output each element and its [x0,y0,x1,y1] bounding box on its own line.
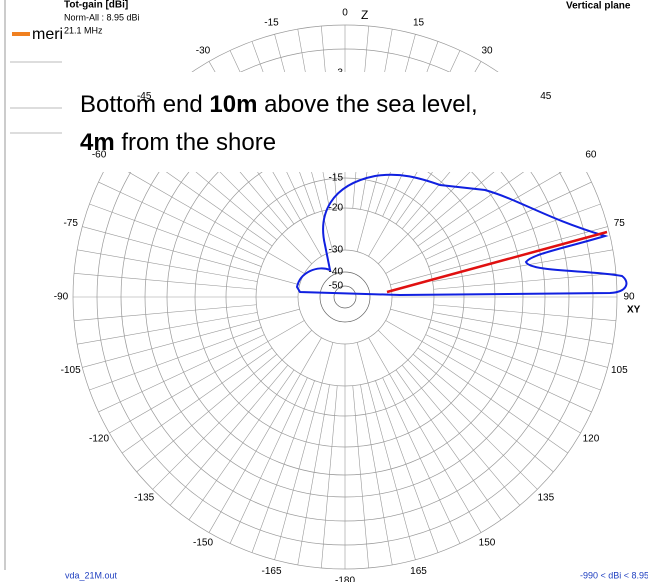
grid-spoke [74,304,257,322]
grid-spoke [375,380,439,553]
header-freq: 21.1 MHz [64,25,103,35]
angle-label: 120 [583,434,600,445]
grid-spoke [428,203,601,267]
angle-label: 45 [540,91,552,102]
ring-label: -20 [329,203,344,214]
grid-spoke [82,226,300,286]
grid-spoke [274,342,334,560]
grid-spoke [425,181,592,260]
axis-label-z: Z [361,8,368,22]
grid-spoke [412,353,554,473]
grid-spoke [89,327,262,391]
angle-label: -15 [264,17,279,28]
angle-label: 30 [481,46,493,57]
grid-spoke [378,330,538,490]
angle-label: 150 [479,538,496,549]
ring-label: -15 [329,173,344,184]
grid-spoke [368,337,482,533]
angle-label: -165 [261,566,281,577]
grid-spoke [390,308,608,368]
grid-spoke [122,347,273,454]
header-norm: Norm-All : 8.95 dBi [64,12,140,22]
grid-spoke [417,347,568,454]
angle-label: -120 [89,434,109,445]
grid-spoke [395,369,502,520]
plane-label: Vertical plane [566,1,631,12]
grid-spoke [74,272,257,290]
angle-label: 60 [585,150,597,161]
angle-label: -180 [335,576,355,582]
grid-spoke [356,342,416,560]
grid-spoke [433,272,616,290]
annotation-box [62,72,622,172]
grid-spoke [89,203,262,267]
ring-label: -50 [329,281,344,292]
grid-ring [333,285,357,309]
angle-label: 165 [410,566,427,577]
angle-label: 15 [413,17,425,28]
angle-label: -90 [54,292,69,303]
ring-label: -30 [329,245,344,256]
grid-spoke [98,181,265,260]
grid-spoke [390,226,608,286]
annotation-line2: 4m from the shore [80,129,276,156]
angle-label: 0 [342,8,348,19]
grid-spoke [360,384,393,565]
grid-spoke [352,385,370,568]
grid-spoke [188,369,295,520]
grid-spoke [385,160,581,274]
grid-spoke [136,353,278,473]
grid-spoke [77,312,258,345]
grid-spoke [98,334,265,413]
grid-spoke [432,249,613,282]
grid-spoke [297,384,330,565]
angle-label: 135 [537,492,554,503]
angle-label: -30 [196,46,211,57]
grid-spoke [77,249,258,282]
grid-ring [319,271,371,323]
grid-spoke [425,334,592,413]
footer-range: -990 < dBi < 8.95 [580,570,648,580]
grid-spoke [385,320,581,434]
header-box [62,0,152,44]
angle-label: -150 [193,538,213,549]
annotation-line1: Bottom end 10m above the sea level, [80,91,478,118]
angle-label: 75 [614,218,626,229]
angle-label: -60 [92,150,107,161]
angle-label: 90 [623,292,635,303]
angle-label: 105 [611,365,628,376]
angle-label: -135 [134,492,154,503]
grid-spoke [229,377,308,544]
grid-spoke [432,312,613,345]
footer-file: vda_21M.out [65,570,118,580]
angle-label: -75 [63,218,78,229]
grid-spoke [382,377,461,544]
grid-spoke [169,364,289,506]
grid-spoke [109,320,305,434]
angle-label: -105 [61,365,81,376]
grid-spoke [428,327,601,391]
header-title: Tot-gain [dBi] [64,0,128,11]
axis-label-xy: XY [627,305,641,316]
legend-item: meri [32,26,63,43]
grid-spoke [433,304,616,322]
beam-line [386,230,608,294]
grid-spoke [109,160,305,274]
grid-spoke [208,337,322,533]
angle-label: -45 [137,91,152,102]
ring-label: -40 [329,267,344,278]
grid-spoke [82,308,300,368]
grid-spoke [401,364,521,506]
grid-spoke [320,385,338,568]
grid-spoke [152,330,312,490]
pattern-curve [295,173,628,297]
grid-spoke [251,380,315,553]
